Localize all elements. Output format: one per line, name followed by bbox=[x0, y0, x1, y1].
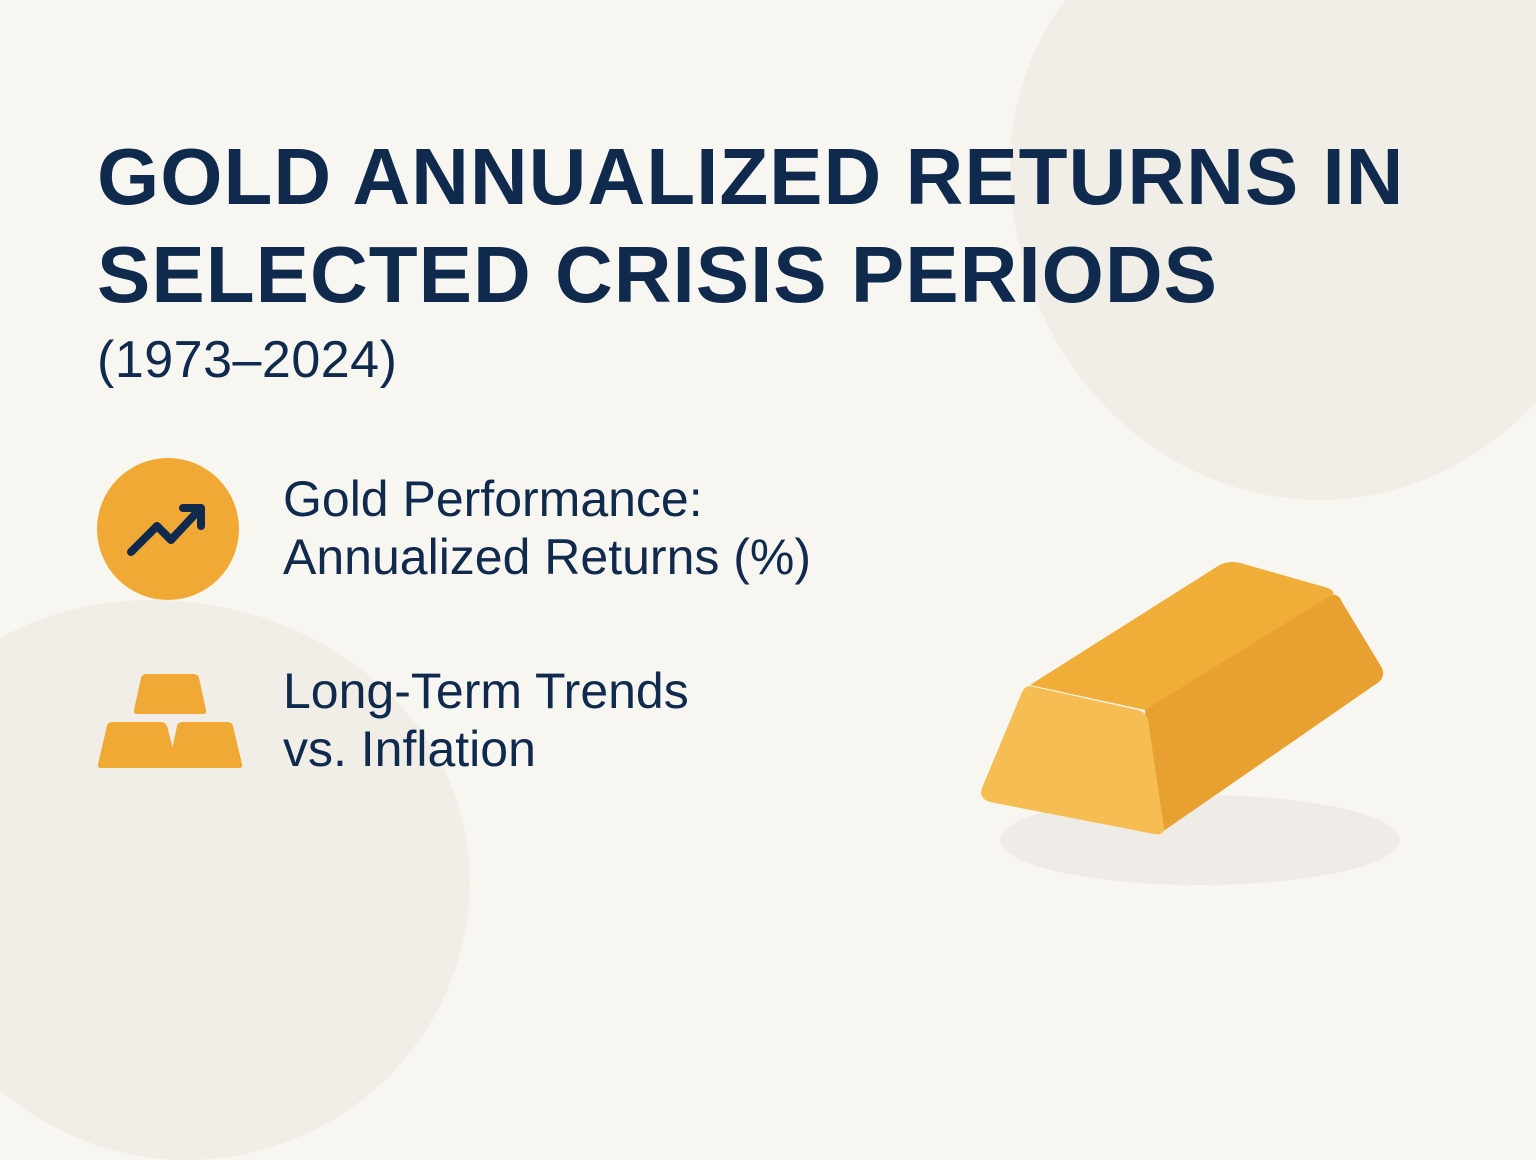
gold-bars-stack-icon bbox=[97, 674, 243, 768]
feature-long-term-trends: Long-Term Trends vs. Inflation bbox=[97, 663, 689, 777]
feature-label-line-1: Gold Performance: bbox=[283, 471, 703, 527]
trending-up-icon bbox=[97, 458, 239, 600]
title-line-2: SELECTED CRISIS PERIODS bbox=[97, 230, 1218, 319]
gold-bar-illustration bbox=[981, 562, 1400, 885]
title-line-1: GOLD ANNUALIZED RETURNS IN bbox=[97, 132, 1405, 221]
date-range-subtitle: (1973–2024) bbox=[97, 331, 398, 389]
feature-label-line-1: Long-Term Trends bbox=[283, 663, 689, 719]
feature-label: Long-Term Trends vs. Inflation bbox=[283, 662, 689, 778]
page-title: GOLD ANNUALIZED RETURNS IN SELECTED CRIS… bbox=[97, 128, 1404, 324]
feature-label-line-2: vs. Inflation bbox=[283, 721, 536, 777]
feature-label-line-2: Annualized Returns (%) bbox=[283, 529, 812, 585]
feature-gold-performance: Gold Performance: Annualized Returns (%) bbox=[97, 458, 811, 600]
feature-label: Gold Performance: Annualized Returns (%) bbox=[283, 470, 811, 586]
